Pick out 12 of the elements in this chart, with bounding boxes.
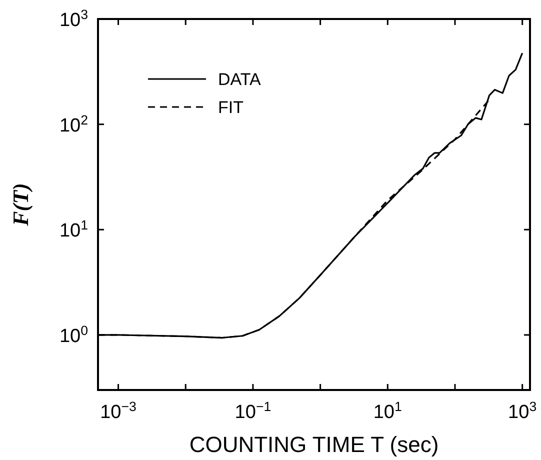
x-tick-label: 10$^{1}$ bbox=[373, 398, 402, 423]
x-tick-label: 10$^{−1}$ bbox=[234, 398, 272, 423]
y-tick-label: 10$^{0}$ bbox=[59, 322, 88, 347]
x-axis-title: COUNTING TIME T (sec) bbox=[189, 432, 439, 457]
x-tick-label: 10$^{−3}$ bbox=[100, 398, 136, 423]
x-tick-label: 10$^{3}$ bbox=[508, 398, 537, 423]
y-tick-label: 10$^{2}$ bbox=[59, 112, 88, 136]
y-axis-title: F(T) bbox=[8, 183, 33, 227]
y-tick-label: 10$^{1}$ bbox=[59, 217, 88, 242]
legend-label: DATA bbox=[218, 70, 262, 89]
y-tick-label: 10$^{3}$ bbox=[59, 6, 88, 31]
legend-label: FIT bbox=[218, 98, 244, 117]
